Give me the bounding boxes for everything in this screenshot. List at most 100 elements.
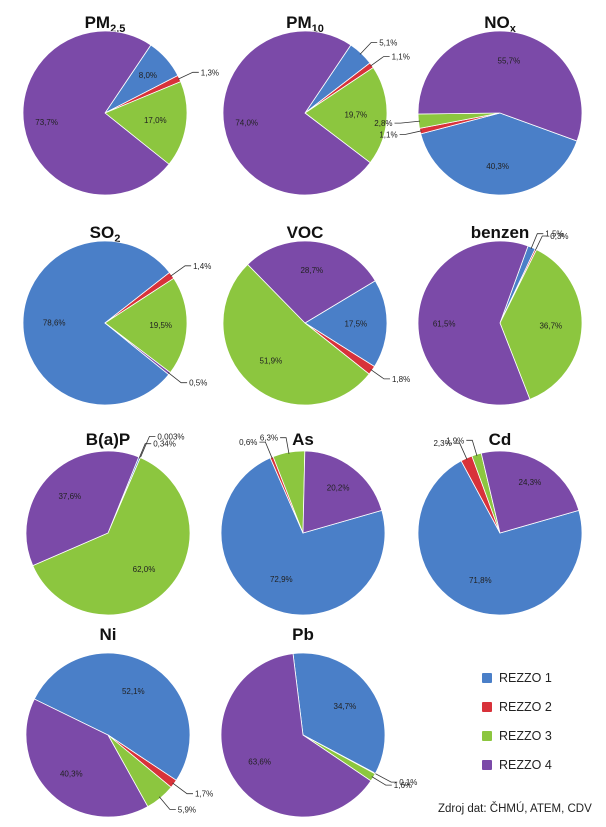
pie-2-label-0: 40,3% [486, 162, 509, 171]
pie-title-8: Cd [489, 430, 512, 449]
pie-1-label-1: 1,1% [392, 53, 410, 62]
pie-2-leader-2 [394, 120, 421, 124]
pie-title-9: Ni [100, 625, 117, 644]
pie-6-label-0: 0,34% [153, 440, 176, 449]
pie-3-label-1: 1,4% [193, 262, 211, 271]
pie-9-leader-2 [158, 796, 176, 810]
pie-8-label-1: 2,3% [433, 439, 451, 448]
pie-0-label-0: 8,0% [139, 71, 157, 80]
pie-chart-5: benzen 1,5%0,3% 36,7% 61,5% [417, 223, 583, 406]
pie-5-slice-3 [417, 240, 531, 406]
legend-label-rezzo-2: REZZO 2 [499, 700, 552, 714]
pie-chart-6: B(a)P 0,34%0,003% 62,0% 37,6% [25, 430, 191, 616]
pie-9-label-3: 40,3% [60, 770, 83, 779]
pie-5-leader-1 [534, 235, 549, 251]
pie-title-5: benzen [471, 223, 530, 242]
pie-3-leader-3 [167, 372, 188, 384]
pie-chart-2: NOx 40,3% 1,1% 2,8% 55,7% [374, 13, 583, 196]
pie-6-slice-3 [25, 450, 140, 567]
pie-10-label-3: 63,6% [248, 758, 271, 767]
pie-1-leader-1 [370, 56, 390, 67]
legend-item-rezzo-1: REZZO 1 [482, 670, 602, 686]
pie-1-label-2: 19,7% [344, 111, 367, 120]
pie-2-leader-1 [399, 130, 422, 135]
pie-7-slice-3 [302, 450, 383, 534]
pie-title-3: SO2 [90, 223, 121, 245]
pie-8-slice-0 [417, 460, 583, 616]
pie-3-label-2: 19,5% [149, 321, 172, 330]
pie-4-label-1: 1,8% [392, 375, 410, 384]
pie-10-leader-2 [371, 776, 392, 786]
pie-6-leader-1 [139, 436, 156, 460]
pie-1-label-3: 74,0% [235, 119, 258, 128]
pie-3-slice-2 [104, 277, 188, 374]
pie-5-leader-0 [530, 233, 544, 250]
pie-10-slice-3 [220, 653, 372, 818]
pie-7-label-1: 0,6% [239, 438, 257, 447]
pie-7-label-0: 72,9% [270, 575, 293, 584]
legend: REZZO 1 REZZO 2 REZZO 3 REZZO 4 [482, 670, 602, 786]
pie-3-label-0: 78,6% [43, 319, 66, 328]
pie-title-6: B(a)P [86, 430, 130, 449]
pie-chart-10: Pb 34,7% 0,1%1,6% 63,6% [220, 625, 417, 818]
pie-9-slice-3 [25, 698, 149, 818]
legend-label-rezzo-4: REZZO 4 [499, 758, 552, 772]
pie-title-7: As [292, 430, 314, 449]
pie-10-leader-1 [373, 772, 398, 783]
pie-6-label-2: 62,0% [133, 565, 156, 574]
legend-swatch-rezzo-1 [482, 673, 492, 683]
legend-swatch-rezzo-2 [482, 702, 492, 712]
pie-1-slice-2 [304, 66, 388, 164]
pie-6-leader-0 [138, 443, 152, 459]
pie-4-leader-1 [370, 369, 390, 380]
legend-item-rezzo-2: REZZO 2 [482, 699, 602, 715]
pie-0-label-1: 1,3% [201, 68, 219, 77]
pie-8-slice-3 [480, 450, 580, 534]
pie-chart-0: PM2,58,0% 1,3%17,0%73,7% [22, 13, 219, 196]
pie-5-label-0: 1,5% [545, 230, 563, 239]
pie-1-label-0: 5,1% [379, 39, 397, 48]
data-source-note: Zdroj dat: ČHMÚ, ATEM, CDV [438, 803, 592, 815]
pie-3-leader-1 [170, 265, 192, 277]
pie-title-2: NOx [484, 13, 517, 35]
pie-9-leader-1 [172, 782, 193, 795]
pie-chart-8: Cd 71,8% 2,3%1,9% 24,3% [417, 430, 583, 616]
pie-0-label-2: 17,0% [144, 116, 167, 125]
pie-title-4: VOC [287, 223, 324, 242]
pie-7-label-3: 20,2% [327, 484, 350, 493]
pie-4-label-0: 17,5% [344, 320, 367, 329]
pie-4-slice-2 [222, 263, 370, 406]
pie-5-slice-2 [499, 249, 583, 400]
pie-title-10: Pb [292, 625, 314, 644]
pie-8-leader-2 [466, 439, 478, 457]
pie-9-label-2: 5,9% [178, 805, 196, 814]
pie-10-label-0: 34,7% [334, 702, 357, 711]
pie-0-leader-1 [177, 71, 199, 80]
legend-item-rezzo-3: REZZO 3 [482, 728, 602, 744]
legend-swatch-rezzo-3 [482, 731, 492, 741]
pie-0-slice-2 [104, 81, 188, 165]
pie-10-label-1: 0,1% [399, 778, 417, 787]
pie-7-label-2: 6,3% [260, 434, 278, 443]
pie-2-label-1: 1,1% [379, 130, 397, 139]
pie-9-slice-0 [33, 652, 191, 781]
pie-5-label-3: 61,5% [433, 320, 456, 329]
pie-4-slice-0 [304, 280, 388, 368]
pie-4-label-2: 51,9% [260, 357, 283, 366]
legend-label-rezzo-1: REZZO 1 [499, 671, 552, 685]
pie-9-label-1: 1,7% [195, 790, 213, 799]
pie-4-label-3: 28,7% [300, 266, 323, 275]
pie-2-label-3: 55,7% [498, 57, 521, 66]
pie-1-slice-3 [222, 30, 371, 196]
pie-7-leader-1 [259, 441, 273, 459]
legend-label-rezzo-3: REZZO 3 [499, 729, 552, 743]
pie-8-label-0: 71,8% [469, 576, 492, 585]
pie-2-label-2: 2,8% [374, 119, 392, 128]
pie-5-label-2: 36,7% [539, 321, 562, 330]
pie-4-slice-3 [247, 240, 376, 324]
pie-7-leader-2 [280, 437, 290, 454]
pie-8-leader-1 [453, 442, 468, 460]
pie-chart-7: As 72,9% 0,6% 6,3% 20,2% [220, 430, 386, 616]
